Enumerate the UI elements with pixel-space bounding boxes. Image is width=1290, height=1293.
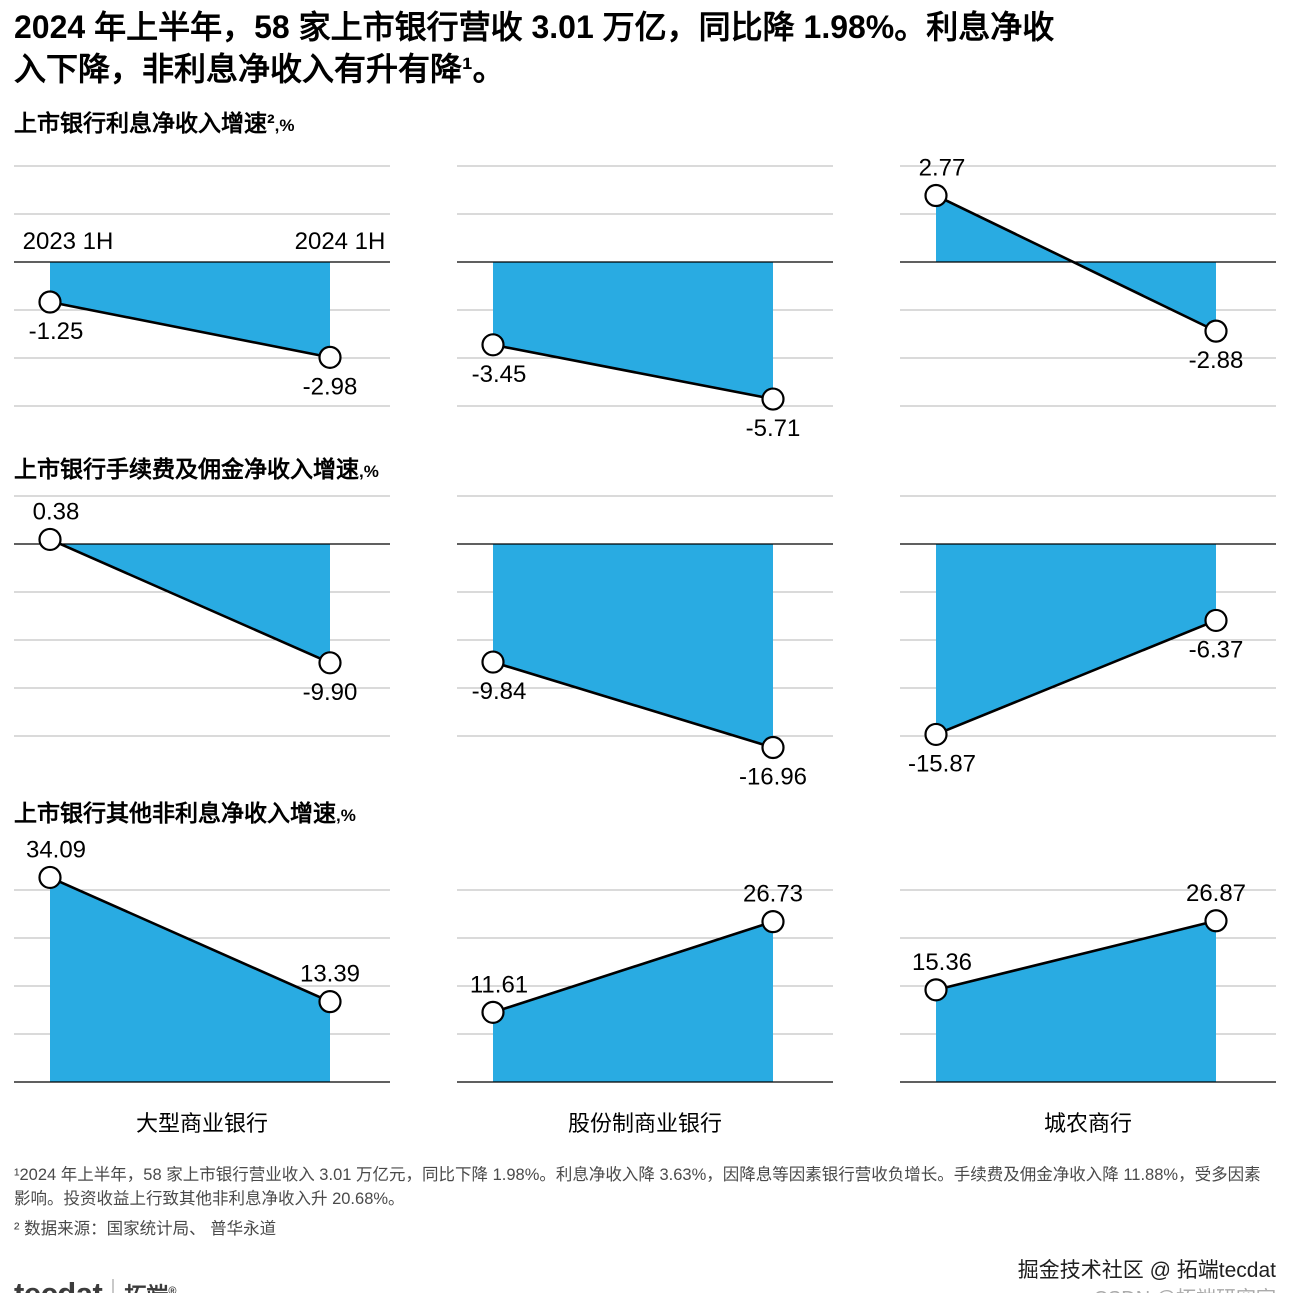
value-label: -1.25 — [29, 318, 84, 345]
logo-divider — [112, 1279, 115, 1293]
value-label: 13.39 — [300, 961, 360, 988]
charts-row-other-noninterest: 34.09 13.39 11.61 26.73 15.36 26.87 — [14, 834, 1276, 1090]
value-label: 26.87 — [1186, 880, 1246, 907]
title-line2: 入下降，非利息净收入有升有降¹。 — [14, 51, 505, 88]
chart-fee-commission-joint-stock-banks: -9.84 -16.96 — [457, 495, 833, 791]
trend-line — [49, 538, 331, 665]
footnotes: ¹2024 年上半年，58 家上市银行营业收入 3.01 万亿元，同比下降 1.… — [14, 1164, 1276, 1242]
value-label: -5.71 — [746, 416, 801, 443]
data-point — [318, 346, 342, 370]
value-label: -2.88 — [1189, 348, 1244, 375]
charts-row-interest-income: 2023 1H 2024 1H -1.25 -2.98 -3.45 -5.71 2.77… — [14, 142, 1276, 446]
watermark-line2: CSDN @拓端研究室 — [1018, 1287, 1276, 1293]
registered-mark-icon: ® — [168, 1286, 177, 1293]
data-point — [38, 528, 62, 552]
section-heading-fee-commission: 上市银行手续费及佣金净收入增速,% — [14, 450, 1276, 484]
trend-line — [49, 876, 331, 1004]
title-line1: 2024 年上半年，58 家上市银行营收 3.01 万亿，同比降 1.98%。利… — [14, 9, 1055, 45]
value-label: -16.96 — [739, 764, 807, 791]
section-heading-unit: ,% — [359, 462, 379, 482]
chart-fee-commission-city-rural-banks: -15.87 -6.37 — [900, 495, 1276, 778]
section-heading-text: 上市银行利息净收入增速² — [14, 110, 275, 137]
data-point — [481, 650, 505, 675]
data-point — [481, 1001, 505, 1025]
data-point — [761, 736, 785, 760]
value-label: 26.73 — [743, 881, 803, 908]
trend-line — [935, 919, 1217, 992]
data-point — [924, 184, 948, 208]
category-label-city-rural-banks: 城农商行 — [1043, 1111, 1132, 1137]
data-point — [1204, 909, 1228, 933]
footnote-1: ¹2024 年上半年，58 家上市银行营业收入 3.01 万亿元，同比下降 1.… — [14, 1166, 1261, 1209]
chart-other-noninterest-large-banks: 34.09 13.39 — [14, 837, 390, 1084]
trend-line — [935, 194, 1217, 333]
data-point — [1204, 609, 1228, 633]
x-axis-label: 2023 1H — [23, 228, 114, 255]
chart-interest-income-city-rural-banks: 2.77 -2.88 — [900, 155, 1276, 407]
area-fill — [493, 922, 773, 1083]
x-axis-label: 2024 1H — [295, 228, 386, 255]
area-fill — [50, 877, 330, 1083]
value-label: 34.09 — [26, 837, 86, 864]
footer: tecdat 拓端® 掘金技术社区 @ 拓端tecdat CSDN @拓端研究室 — [14, 1258, 1276, 1293]
area-fill — [936, 921, 1216, 1083]
data-point — [761, 910, 785, 934]
data-point — [38, 866, 62, 890]
category-labels-row: 大型商业银行 股份制商业银行 城农商行 — [14, 1106, 1276, 1138]
data-point — [924, 723, 948, 747]
data-point — [318, 651, 342, 675]
trend-line — [492, 661, 774, 750]
chart-interest-income-joint-stock-banks: -3.45 -5.71 — [457, 165, 833, 443]
value-label: -3.45 — [472, 361, 527, 388]
value-label: -2.98 — [303, 374, 358, 401]
value-label: 15.36 — [912, 949, 972, 976]
section-heading-interest-income: 上市银行利息净收入增速²,% — [14, 104, 1276, 138]
data-point — [1204, 319, 1228, 344]
data-point — [924, 978, 948, 1002]
chart-fee-commission-large-banks: 0.38 -9.90 — [14, 495, 390, 737]
logo-text: tecdat — [14, 1276, 103, 1293]
value-label: 2.77 — [919, 155, 966, 182]
value-label: -9.90 — [303, 679, 358, 706]
data-point — [318, 990, 342, 1014]
value-label: -15.87 — [908, 751, 976, 778]
section-heading-text: 上市银行手续费及佣金净收入增速 — [14, 456, 359, 483]
logo-cjk-name: 拓端 — [124, 1283, 168, 1293]
trend-line — [492, 343, 774, 401]
data-point — [481, 333, 505, 357]
chart-other-noninterest-joint-stock-banks: 11.61 26.73 — [457, 881, 833, 1084]
value-label: -9.84 — [472, 679, 527, 706]
logo-cjk-text: 拓端® — [124, 1278, 176, 1293]
chart-other-noninterest-city-rural-banks: 15.36 26.87 — [900, 880, 1276, 1084]
value-label: -6.37 — [1189, 637, 1244, 664]
area-fill — [493, 262, 773, 400]
watermark: 掘金技术社区 @ 拓端tecdat CSDN @拓端研究室 — [1018, 1258, 1276, 1293]
value-label: 11.61 — [470, 972, 528, 999]
footnote-2-data-source: ² 数据来源：国家统计局、 普华永道 — [14, 1220, 277, 1239]
category-label-large-banks: 大型商业银行 — [135, 1111, 268, 1137]
area-fill — [936, 544, 1216, 735]
area-fill — [50, 262, 330, 358]
charts-row-fee-commission: 0.38 -9.90 -9.84 -16.96 -15.87 -6.37 — [14, 488, 1276, 792]
trend-line — [935, 619, 1217, 737]
trend-line — [49, 301, 331, 360]
page-title: 2024 年上半年，58 家上市银行营收 3.01 万亿，同比降 1.98%。利… — [14, 6, 1276, 90]
section-heading-text: 上市银行其他非利息净收入增速 — [14, 800, 336, 827]
watermark-line1: 掘金技术社区 @ 拓端tecdat — [1017, 1259, 1276, 1283]
area-fill — [493, 544, 773, 748]
category-label-joint-stock-banks: 股份制商业银行 — [567, 1111, 722, 1137]
chart-interest-income-large-banks: 2023 1H 2024 1H -1.25 -2.98 — [14, 165, 390, 407]
section-heading-other-noninterest: 上市银行其他非利息净收入增速,% — [14, 794, 1276, 828]
section-heading-unit: ,% — [336, 806, 356, 826]
data-point — [761, 387, 785, 412]
data-point — [38, 290, 62, 315]
tecdat-logo: tecdat 拓端® — [14, 1276, 176, 1293]
trend-line — [492, 920, 774, 1015]
section-heading-unit: ,% — [274, 116, 295, 136]
value-label: 0.38 — [33, 499, 80, 526]
